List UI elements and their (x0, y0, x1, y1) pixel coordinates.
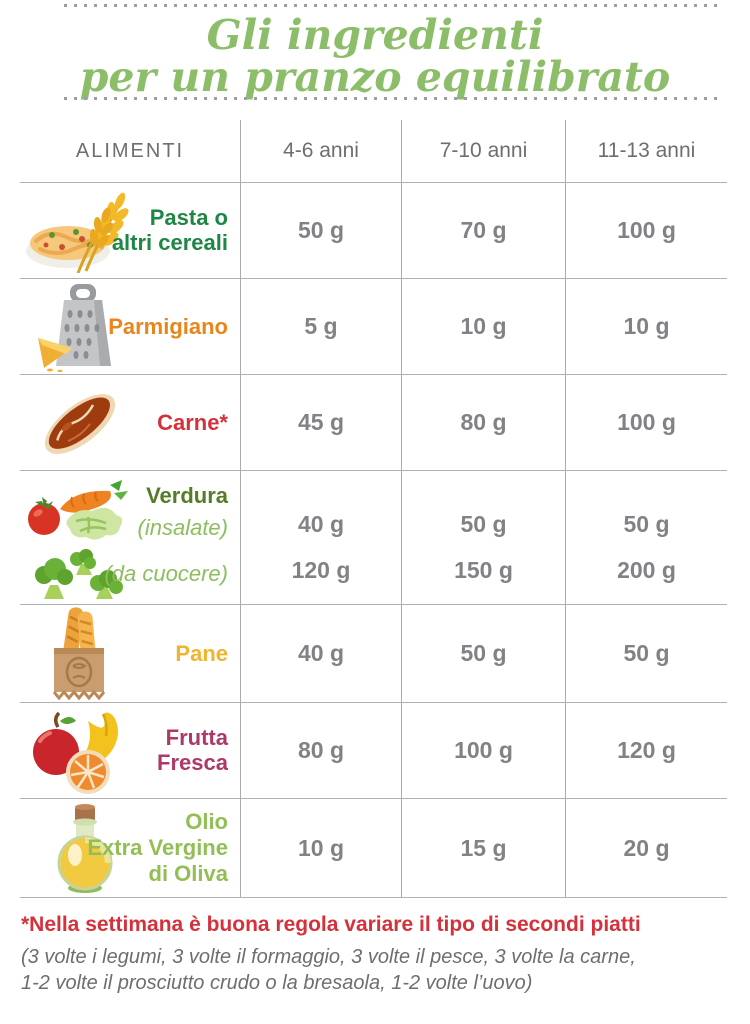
page-title: Gli ingredienti per un pranzo equilibrat… (0, 11, 750, 101)
carne-label: Carne* (157, 409, 228, 435)
verdura-label: Verdura (146, 483, 228, 508)
broccoli-icon (30, 549, 126, 601)
table-row-carne: Carne* 45 g 80 g 100 g (20, 374, 727, 470)
carne-label-cell: Carne* (20, 375, 240, 470)
frutta-value-11-13: 120 g (565, 703, 727, 798)
pasta-label: Pasta o altri cereali (111, 204, 228, 256)
verdura-insalate-value-11-13: 50 g (623, 511, 670, 537)
olio-label: Olio Extra Vergine di Oliva (87, 809, 228, 886)
pasta-value-7-10: 70 g (401, 183, 565, 278)
parmigiano-label-cell: Parmigiano (20, 279, 240, 374)
frutta-value-4-6: 80 g (240, 703, 401, 798)
frutta-value-7-10: 100 g (401, 703, 565, 798)
olio-value-11-13: 20 g (565, 799, 727, 897)
verdura-sub-da-cuocere: (da cuocere) (104, 561, 228, 586)
title-line-1: Gli ingredienti (206, 11, 544, 59)
olio-value-4-6: 10 g (240, 799, 401, 897)
footnote-italic-lines: (3 volte i legumi, 3 volte il formaggio,… (21, 944, 733, 997)
bottom-dotted-divider (64, 97, 717, 100)
footnote-italic-line-2: 1-2 volte il prosciutto crudo o la bresa… (21, 972, 533, 995)
table-row-verdura: Verdura (insalate) (da cuocere) 40 g 120… (20, 470, 727, 604)
title-line-2: per un pranzo equilibrato (79, 52, 671, 101)
header-age-4-6: 4-6 anni (240, 120, 401, 182)
pane-value-4-6: 40 g (240, 605, 401, 702)
verdura-values-7-10: 50 g 150 g (401, 471, 565, 604)
bread-bag-icon (38, 606, 122, 702)
verdura-sub-insalate: (insalate) (137, 515, 228, 540)
header-age-7-10: 7-10 anni (401, 120, 565, 182)
table-row-pane: Pane 40 g 50 g 50 g (20, 604, 727, 702)
top-dotted-divider (64, 4, 717, 7)
olio-label-cell: Olio Extra Vergine di Oliva (20, 799, 240, 897)
pasta-value-11-13: 100 g (565, 183, 727, 278)
verdura-cuocere-value-7-10: 150 g (454, 557, 513, 583)
olive-oil-bottle-icon (42, 802, 128, 894)
parmigiano-value-11-13: 10 g (565, 279, 727, 374)
verdura-insalate-value-7-10: 50 g (460, 511, 507, 537)
olio-value-7-10: 15 g (401, 799, 565, 897)
footnote: *Nella settimana è buona regola variare … (21, 913, 733, 997)
verdura-cuocere-value-11-13: 200 g (617, 557, 676, 583)
footnote-bold-line: *Nella settimana è buona regola variare … (21, 913, 641, 936)
cheese-grater-icon (36, 282, 128, 372)
table-row-parmigiano: Parmigiano 5 g 10 g 10 g (20, 278, 727, 374)
table-row-olio: Olio Extra Vergine di Oliva 10 g 15 g 20… (20, 798, 727, 898)
frutta-label: Frutta Fresca (157, 724, 228, 776)
meat-steak-icon (28, 380, 132, 466)
header-alimenti: ALIMENTI (75, 139, 185, 162)
footnote-italic-line-1: (3 volte i legumi, 3 volte il formaggio,… (21, 946, 636, 968)
pane-value-7-10: 50 g (401, 605, 565, 702)
verdura-insalate-value-4-6: 40 g (297, 511, 345, 537)
carne-value-11-13: 100 g (565, 375, 727, 470)
parmigiano-value-7-10: 10 g (401, 279, 565, 374)
table-row-frutta: Frutta Fresca 80 g 100 g 120 g (20, 702, 727, 798)
fresh-fruit-icon (26, 705, 132, 797)
pasta-label-cell: Pasta o altri cereali (20, 183, 240, 278)
pane-label-cell: Pane (20, 605, 240, 702)
carne-value-4-6: 45 g (240, 375, 401, 470)
table-row-pasta: Pasta o altri cereali 50 g 70 g 100 g (20, 182, 727, 278)
verdura-values-4-6: 40 g 120 g (240, 471, 401, 604)
header-age-11-13: 11-13 anni (565, 120, 727, 182)
ingredients-table: ALIMENTI 4-6 anni 7-10 anni 11-13 anni (20, 120, 727, 898)
salad-vegetables-icon (24, 479, 132, 547)
pane-value-11-13: 50 g (565, 605, 727, 702)
pane-label: Pane (175, 640, 228, 666)
verdura-values-11-13: 50 g 200 g (565, 471, 727, 604)
frutta-label-cell: Frutta Fresca (20, 703, 240, 798)
pasta-value-4-6: 50 g (240, 183, 401, 278)
parmigiano-label: Parmigiano (108, 313, 228, 339)
verdura-cuocere-value-4-6: 120 g (291, 557, 351, 583)
carne-value-7-10: 80 g (401, 375, 565, 470)
table-header-row: ALIMENTI 4-6 anni 7-10 anni 11-13 anni (20, 120, 727, 182)
pasta-wheat-icon (24, 189, 142, 274)
verdura-label-cell: Verdura (insalate) (da cuocere) (20, 471, 240, 604)
parmigiano-value-4-6: 5 g (240, 279, 401, 374)
